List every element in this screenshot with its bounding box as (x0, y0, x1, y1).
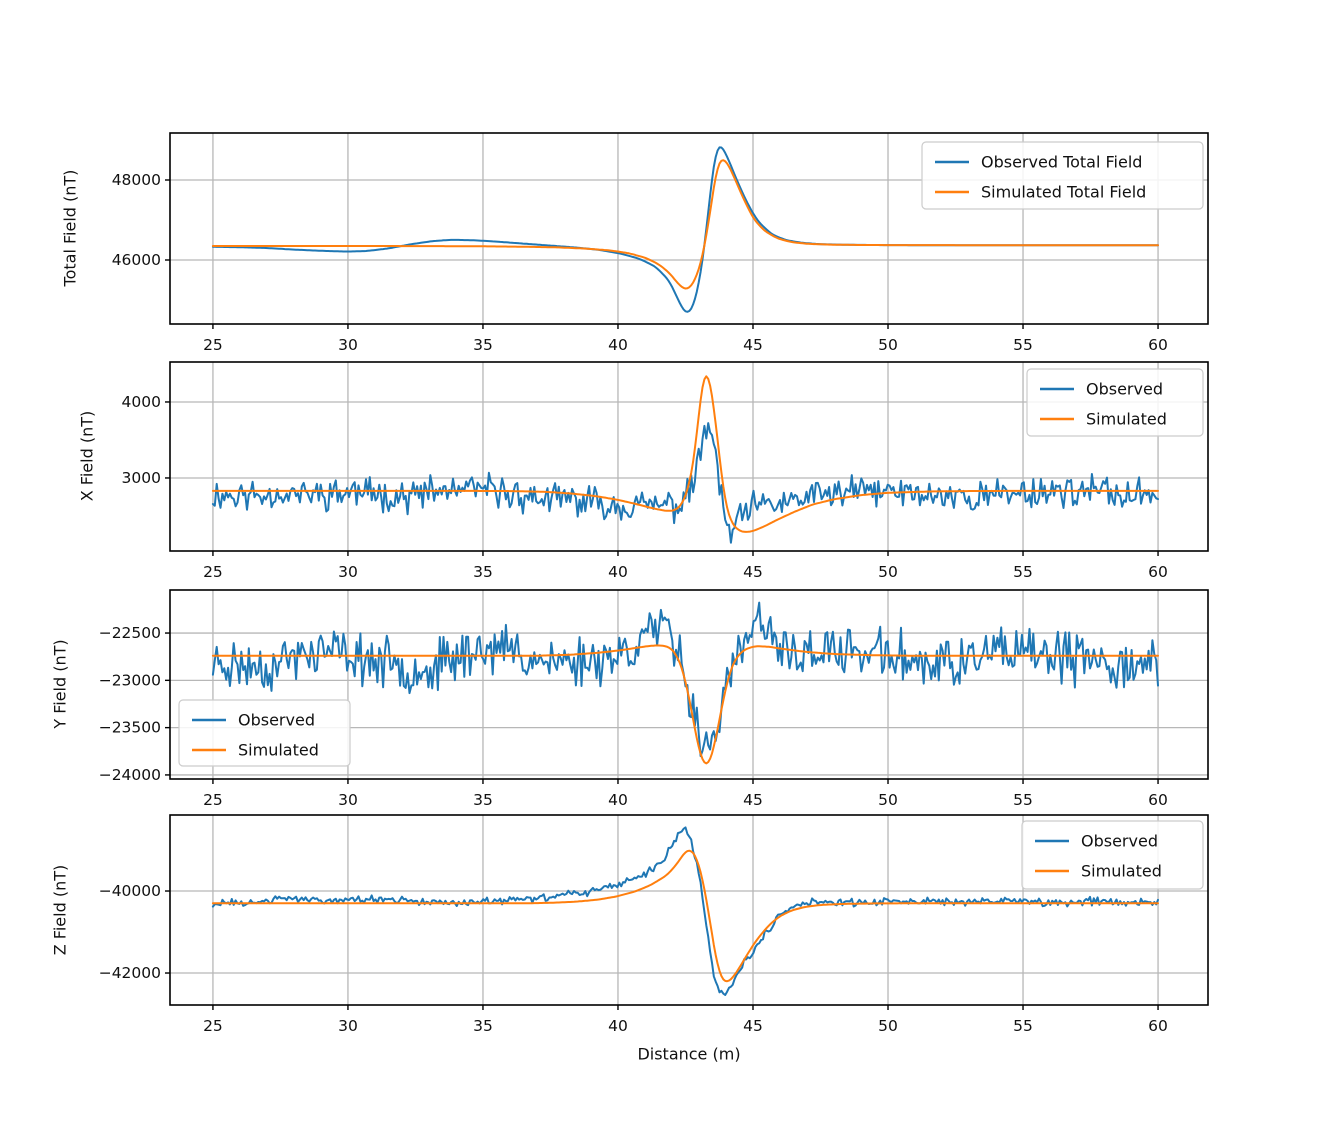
y-tick-label: −23000 (99, 671, 161, 689)
simulated-line (211, 159, 1159, 290)
x-tick-label: 40 (608, 563, 628, 581)
series-group (211, 375, 1159, 544)
legend-label: Simulated (1081, 862, 1162, 881)
panel-2: 25 30 35 40 45 50 55 60 −22500 −23000 −23500 −24000… (99, 589, 1209, 809)
grid (170, 815, 1208, 1005)
x-tick-label: 30 (338, 791, 358, 809)
plot-border (169, 361, 1209, 552)
y-tick-label: −22500 (99, 624, 161, 642)
series-group (211, 601, 1159, 765)
panel-0: 25 30 35 40 45 50 55 60 46000 48000 Observed Total… (112, 132, 1209, 354)
x-tick-label: 35 (473, 1017, 493, 1035)
legend-label: Observed (1086, 380, 1163, 399)
x-tick-label: 50 (878, 791, 898, 809)
legend-label: Observed (1081, 832, 1158, 851)
legend: Observed Simulated (178, 699, 351, 767)
x-tick-label: 45 (743, 336, 763, 354)
simulated-line (211, 375, 1159, 533)
panel-1: 25 30 35 40 45 50 55 60 3000 4000 Observed Simulate… (122, 361, 1209, 581)
x-tick-label: 60 (1148, 563, 1168, 581)
x-axis-label: Distance (m) (637, 1044, 741, 1064)
x-tick-label: 60 (1148, 336, 1168, 354)
y-tick-label: −40000 (99, 882, 161, 900)
legend-label: Simulated (1086, 410, 1167, 429)
x-tick-label: 50 (878, 563, 898, 581)
legend: Observed Simulated (1026, 368, 1204, 437)
x-tick-label: 50 (878, 336, 898, 354)
x-tick-label: 45 (743, 1017, 763, 1035)
y-axis-label-y-field: Y Field (nT) (50, 639, 70, 729)
observed-line (211, 422, 1159, 544)
x-tick-label: 45 (743, 791, 763, 809)
y-tick-label: 46000 (112, 251, 161, 269)
x-tick-label: 40 (608, 791, 628, 809)
y-tick-label: −24000 (99, 766, 161, 784)
plot-border (169, 589, 1209, 780)
x-tick-label: 40 (608, 1017, 628, 1035)
y-axis-label-total-field: Total Field (nT) (60, 169, 80, 287)
legend: Observed Total Field Simulated Total Fiel… (921, 141, 1204, 210)
x-tick-label: 55 (1013, 791, 1033, 809)
plot-border (169, 814, 1209, 1006)
simulated-line (211, 849, 1159, 983)
legend-label: Observed Total Field (981, 153, 1142, 172)
ticks: 25 30 35 40 45 50 55 60 −40000 −42000 (99, 882, 1168, 1035)
y-axis-label-z-field: Z Field (nT) (50, 864, 70, 956)
y-tick-label: −42000 (99, 964, 161, 982)
x-tick-label: 60 (1148, 791, 1168, 809)
legend-label: Simulated (238, 741, 319, 760)
x-tick-label: 55 (1013, 1017, 1033, 1035)
legend-box (921, 141, 1204, 210)
y-tick-label: −23500 (99, 719, 161, 737)
x-tick-label: 35 (473, 791, 493, 809)
x-tick-label: 35 (473, 563, 493, 581)
series-group (211, 146, 1159, 313)
x-tick-label: 45 (743, 563, 763, 581)
panel-3: 25 30 35 40 45 50 55 60 −40000 −42000 Observed Simu… (99, 814, 1209, 1035)
legend-label: Observed (238, 711, 315, 730)
y-axis-label-x-field: X Field (nT) (77, 410, 97, 502)
y-tick-label: 4000 (122, 393, 161, 411)
ticks: 25 30 35 40 45 50 55 60 46000 48000 (112, 171, 1168, 354)
y-tick-label: 48000 (112, 171, 161, 189)
x-tick-label: 35 (473, 336, 493, 354)
x-tick-label: 25 (203, 1017, 223, 1035)
y-tick-label: 3000 (122, 469, 161, 487)
x-tick-label: 25 (203, 791, 223, 809)
plot-border (169, 132, 1209, 325)
x-tick-label: 30 (338, 563, 358, 581)
x-tick-label: 25 (203, 336, 223, 354)
x-tick-label: 25 (203, 563, 223, 581)
ticks: 25 30 35 40 45 50 55 60 −22500 −23000 −23500 −24000 (99, 624, 1168, 809)
ticks: 25 30 35 40 45 50 55 60 3000 4000 (122, 393, 1168, 581)
x-tick-label: 55 (1013, 336, 1033, 354)
legend: Observed Simulated (1021, 820, 1204, 890)
x-tick-label: 30 (338, 1017, 358, 1035)
x-tick-label: 30 (338, 336, 358, 354)
series-group (211, 826, 1159, 996)
observed-line (211, 826, 1159, 996)
simulated-line (211, 644, 1159, 765)
grid (170, 590, 1208, 779)
legend-label: Simulated Total Field (981, 183, 1146, 202)
x-tick-label: 40 (608, 336, 628, 354)
x-tick-label: 50 (878, 1017, 898, 1035)
x-tick-label: 55 (1013, 563, 1033, 581)
x-tick-label: 60 (1148, 1017, 1168, 1035)
